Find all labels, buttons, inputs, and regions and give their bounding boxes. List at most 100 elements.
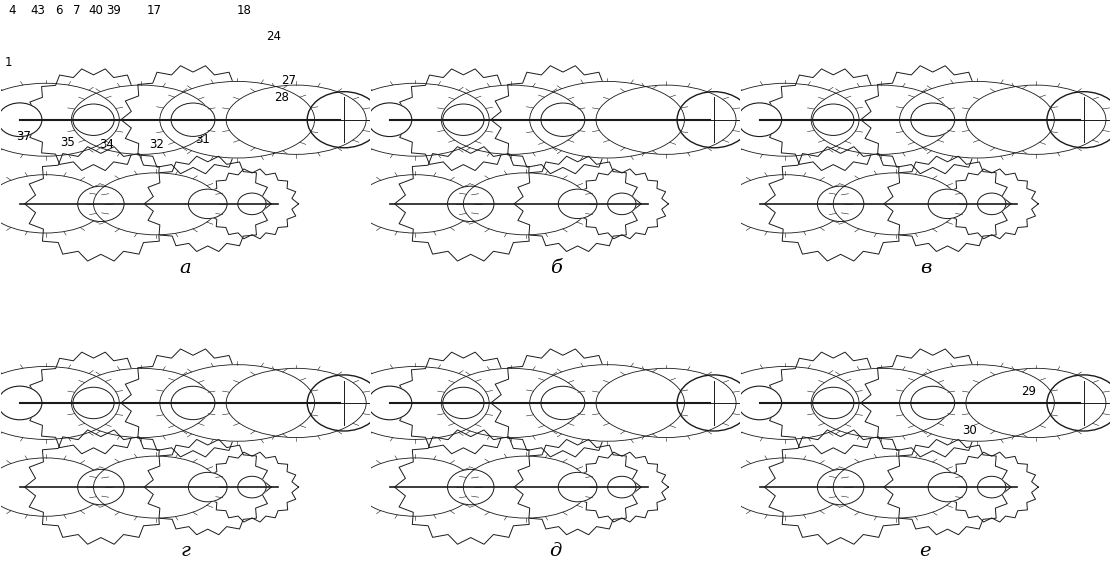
Ellipse shape — [441, 369, 581, 438]
Ellipse shape — [811, 85, 951, 154]
Ellipse shape — [833, 456, 959, 518]
Ellipse shape — [965, 85, 1105, 154]
Text: а: а — [180, 259, 191, 277]
Text: 43: 43 — [31, 4, 46, 17]
Circle shape — [0, 386, 42, 420]
Ellipse shape — [712, 83, 859, 156]
Circle shape — [443, 104, 484, 136]
Circle shape — [541, 103, 584, 137]
Ellipse shape — [900, 82, 1054, 158]
Text: 35: 35 — [60, 136, 76, 149]
Text: д: д — [549, 542, 562, 560]
Ellipse shape — [227, 85, 367, 154]
Circle shape — [558, 189, 597, 219]
Ellipse shape — [71, 85, 211, 154]
Circle shape — [238, 476, 267, 498]
Ellipse shape — [0, 366, 119, 439]
Ellipse shape — [441, 85, 581, 154]
Circle shape — [608, 476, 635, 498]
Text: 4: 4 — [9, 4, 17, 17]
Ellipse shape — [530, 82, 684, 158]
Text: 17: 17 — [147, 4, 162, 17]
Circle shape — [78, 469, 124, 505]
Circle shape — [238, 193, 267, 215]
Text: 29: 29 — [1021, 385, 1037, 398]
Text: 18: 18 — [237, 4, 252, 17]
Text: 40: 40 — [88, 4, 103, 17]
Ellipse shape — [227, 369, 367, 438]
Text: 6: 6 — [54, 4, 62, 17]
Circle shape — [78, 186, 124, 222]
Text: 1: 1 — [6, 56, 12, 69]
Text: 34: 34 — [99, 138, 113, 151]
Ellipse shape — [530, 365, 684, 441]
Ellipse shape — [965, 369, 1105, 438]
Circle shape — [818, 469, 864, 505]
Circle shape — [368, 103, 412, 137]
Ellipse shape — [357, 175, 474, 233]
Text: 27: 27 — [281, 74, 297, 87]
Circle shape — [308, 92, 381, 148]
Ellipse shape — [357, 458, 474, 516]
Ellipse shape — [93, 173, 219, 235]
Ellipse shape — [160, 365, 314, 441]
Circle shape — [189, 189, 227, 219]
Circle shape — [608, 193, 635, 215]
Circle shape — [368, 386, 412, 420]
Text: е: е — [920, 542, 931, 560]
Text: 7: 7 — [73, 4, 81, 17]
Text: в: в — [920, 259, 931, 277]
Ellipse shape — [811, 369, 951, 438]
Ellipse shape — [833, 173, 959, 235]
Ellipse shape — [342, 83, 489, 156]
Ellipse shape — [0, 175, 104, 233]
Ellipse shape — [595, 85, 737, 154]
Circle shape — [978, 476, 1005, 498]
Circle shape — [911, 386, 954, 420]
Text: б: б — [550, 259, 561, 277]
Circle shape — [812, 387, 854, 418]
Text: 24: 24 — [267, 31, 281, 44]
Ellipse shape — [595, 369, 737, 438]
Circle shape — [189, 472, 227, 502]
Ellipse shape — [160, 82, 314, 158]
Circle shape — [171, 103, 214, 137]
Circle shape — [738, 386, 782, 420]
Circle shape — [677, 92, 751, 148]
Ellipse shape — [727, 175, 844, 233]
Ellipse shape — [900, 365, 1054, 441]
Ellipse shape — [463, 173, 589, 235]
Circle shape — [738, 103, 782, 137]
Circle shape — [911, 103, 954, 137]
Ellipse shape — [342, 366, 489, 439]
Circle shape — [0, 103, 42, 137]
Ellipse shape — [71, 369, 211, 438]
Circle shape — [1047, 92, 1111, 148]
Text: 30: 30 — [962, 425, 977, 438]
Circle shape — [928, 189, 967, 219]
Text: 32: 32 — [149, 138, 163, 151]
Ellipse shape — [712, 366, 859, 439]
Text: 28: 28 — [274, 91, 289, 104]
Ellipse shape — [463, 456, 589, 518]
Text: 39: 39 — [107, 4, 121, 17]
Ellipse shape — [93, 456, 219, 518]
Circle shape — [558, 472, 597, 502]
Circle shape — [928, 472, 967, 502]
Circle shape — [73, 104, 114, 136]
Circle shape — [677, 375, 751, 431]
Text: 37: 37 — [16, 130, 31, 143]
Circle shape — [448, 469, 494, 505]
Ellipse shape — [727, 458, 844, 516]
Ellipse shape — [0, 458, 104, 516]
Circle shape — [308, 375, 381, 431]
Circle shape — [73, 387, 114, 418]
Text: г: г — [181, 542, 191, 560]
Circle shape — [1047, 375, 1111, 431]
Circle shape — [443, 387, 484, 418]
Text: 31: 31 — [194, 133, 210, 146]
Circle shape — [171, 386, 214, 420]
Circle shape — [541, 386, 584, 420]
Ellipse shape — [0, 83, 119, 156]
Circle shape — [812, 104, 854, 136]
